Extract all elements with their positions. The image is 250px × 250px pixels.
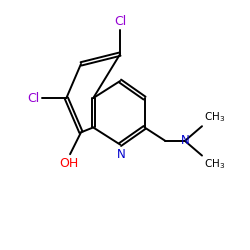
Text: CH$_3$: CH$_3$ bbox=[204, 158, 225, 171]
Text: Cl: Cl bbox=[27, 92, 40, 104]
Text: Cl: Cl bbox=[114, 15, 126, 28]
Text: N: N bbox=[117, 148, 126, 161]
Text: OH: OH bbox=[59, 157, 78, 170]
Text: CH$_3$: CH$_3$ bbox=[204, 110, 225, 124]
Text: N: N bbox=[180, 134, 189, 147]
